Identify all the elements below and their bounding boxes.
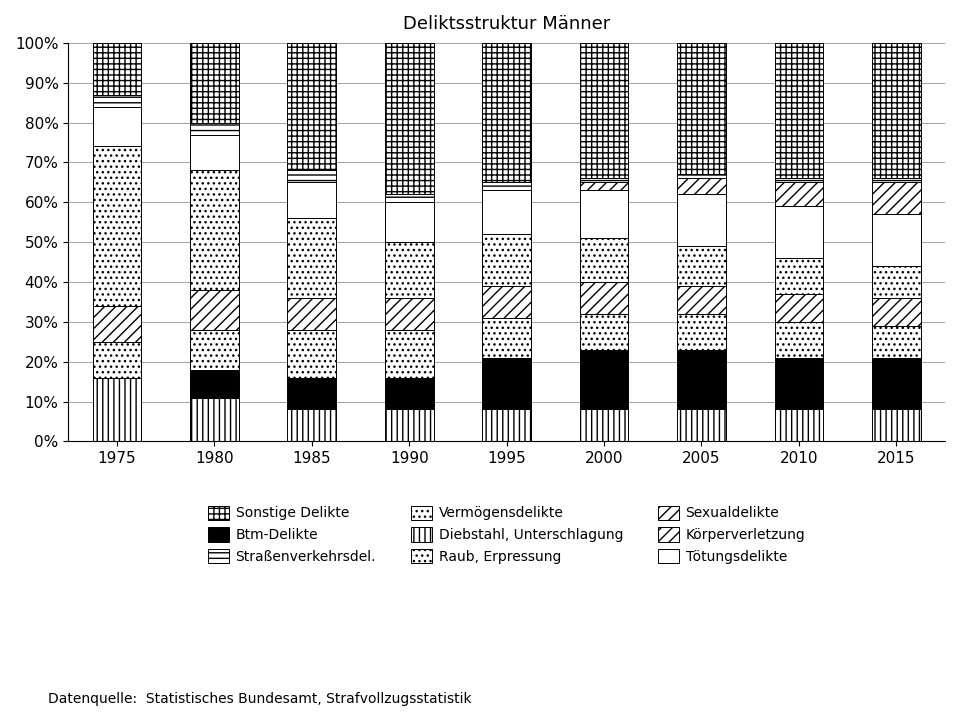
Bar	[677, 314, 726, 350]
Bar	[872, 179, 921, 182]
Bar	[287, 182, 336, 218]
Bar	[775, 43, 824, 179]
Bar	[190, 397, 239, 441]
Bar	[775, 358, 824, 410]
Bar	[385, 410, 434, 441]
Text: Datenquelle:  Statistisches Bundesamt, Strafvollzugsstatistik: Datenquelle: Statistisches Bundesamt, St…	[48, 692, 471, 706]
Bar	[580, 190, 629, 238]
Bar	[775, 182, 824, 206]
Bar	[872, 298, 921, 326]
Bar	[482, 318, 531, 358]
Bar	[872, 182, 921, 215]
Bar	[580, 410, 629, 441]
Bar	[677, 410, 726, 441]
Bar	[482, 234, 531, 286]
Bar	[287, 330, 336, 377]
Bar	[385, 242, 434, 298]
Bar	[775, 294, 824, 322]
Bar	[287, 218, 336, 298]
Bar	[872, 266, 921, 298]
Bar	[92, 146, 141, 306]
Bar	[385, 202, 434, 242]
Bar	[482, 43, 531, 182]
Bar	[385, 298, 434, 330]
Bar	[190, 43, 239, 122]
Bar	[580, 314, 629, 350]
Bar	[872, 410, 921, 441]
Bar	[190, 330, 239, 369]
Bar	[775, 206, 824, 258]
Title: Deliktsstruktur Männer: Deliktsstruktur Männer	[403, 15, 611, 33]
Bar	[190, 171, 239, 290]
Bar	[92, 43, 141, 95]
Bar	[287, 410, 336, 441]
Bar	[92, 95, 141, 107]
Bar	[287, 171, 336, 182]
Bar	[580, 43, 629, 179]
Bar	[775, 179, 824, 182]
Bar	[580, 238, 629, 282]
Bar	[385, 194, 434, 202]
Bar	[287, 298, 336, 330]
Bar	[92, 306, 141, 342]
Bar	[482, 182, 531, 190]
Bar	[482, 286, 531, 318]
Bar	[872, 358, 921, 410]
Bar	[482, 190, 531, 234]
Bar	[872, 326, 921, 358]
Bar	[580, 179, 629, 182]
Bar	[677, 43, 726, 174]
Bar	[482, 410, 531, 441]
Legend: Sonstige Delikte, Btm-Delikte, Straßenverkehrsdel., Vermögensdelikte, Diebstahl,: Sonstige Delikte, Btm-Delikte, Straßenve…	[203, 500, 811, 570]
Bar	[190, 369, 239, 397]
Bar	[385, 43, 434, 194]
Bar	[385, 377, 434, 410]
Bar	[872, 215, 921, 266]
Bar	[190, 122, 239, 135]
Bar	[385, 330, 434, 377]
Bar	[92, 377, 141, 441]
Bar	[775, 322, 824, 358]
Bar	[580, 350, 629, 410]
Bar	[677, 194, 726, 246]
Bar	[775, 410, 824, 441]
Bar	[92, 342, 141, 377]
Bar	[775, 258, 824, 294]
Bar	[190, 135, 239, 171]
Bar	[677, 174, 726, 179]
Bar	[677, 286, 726, 314]
Bar	[580, 182, 629, 190]
Bar	[677, 246, 726, 286]
Bar	[677, 179, 726, 194]
Bar	[872, 43, 921, 179]
Bar	[92, 107, 141, 146]
Bar	[190, 290, 239, 330]
Bar	[287, 377, 336, 410]
Bar	[580, 282, 629, 314]
Bar	[287, 43, 336, 171]
Bar	[677, 350, 726, 410]
Bar	[482, 358, 531, 410]
